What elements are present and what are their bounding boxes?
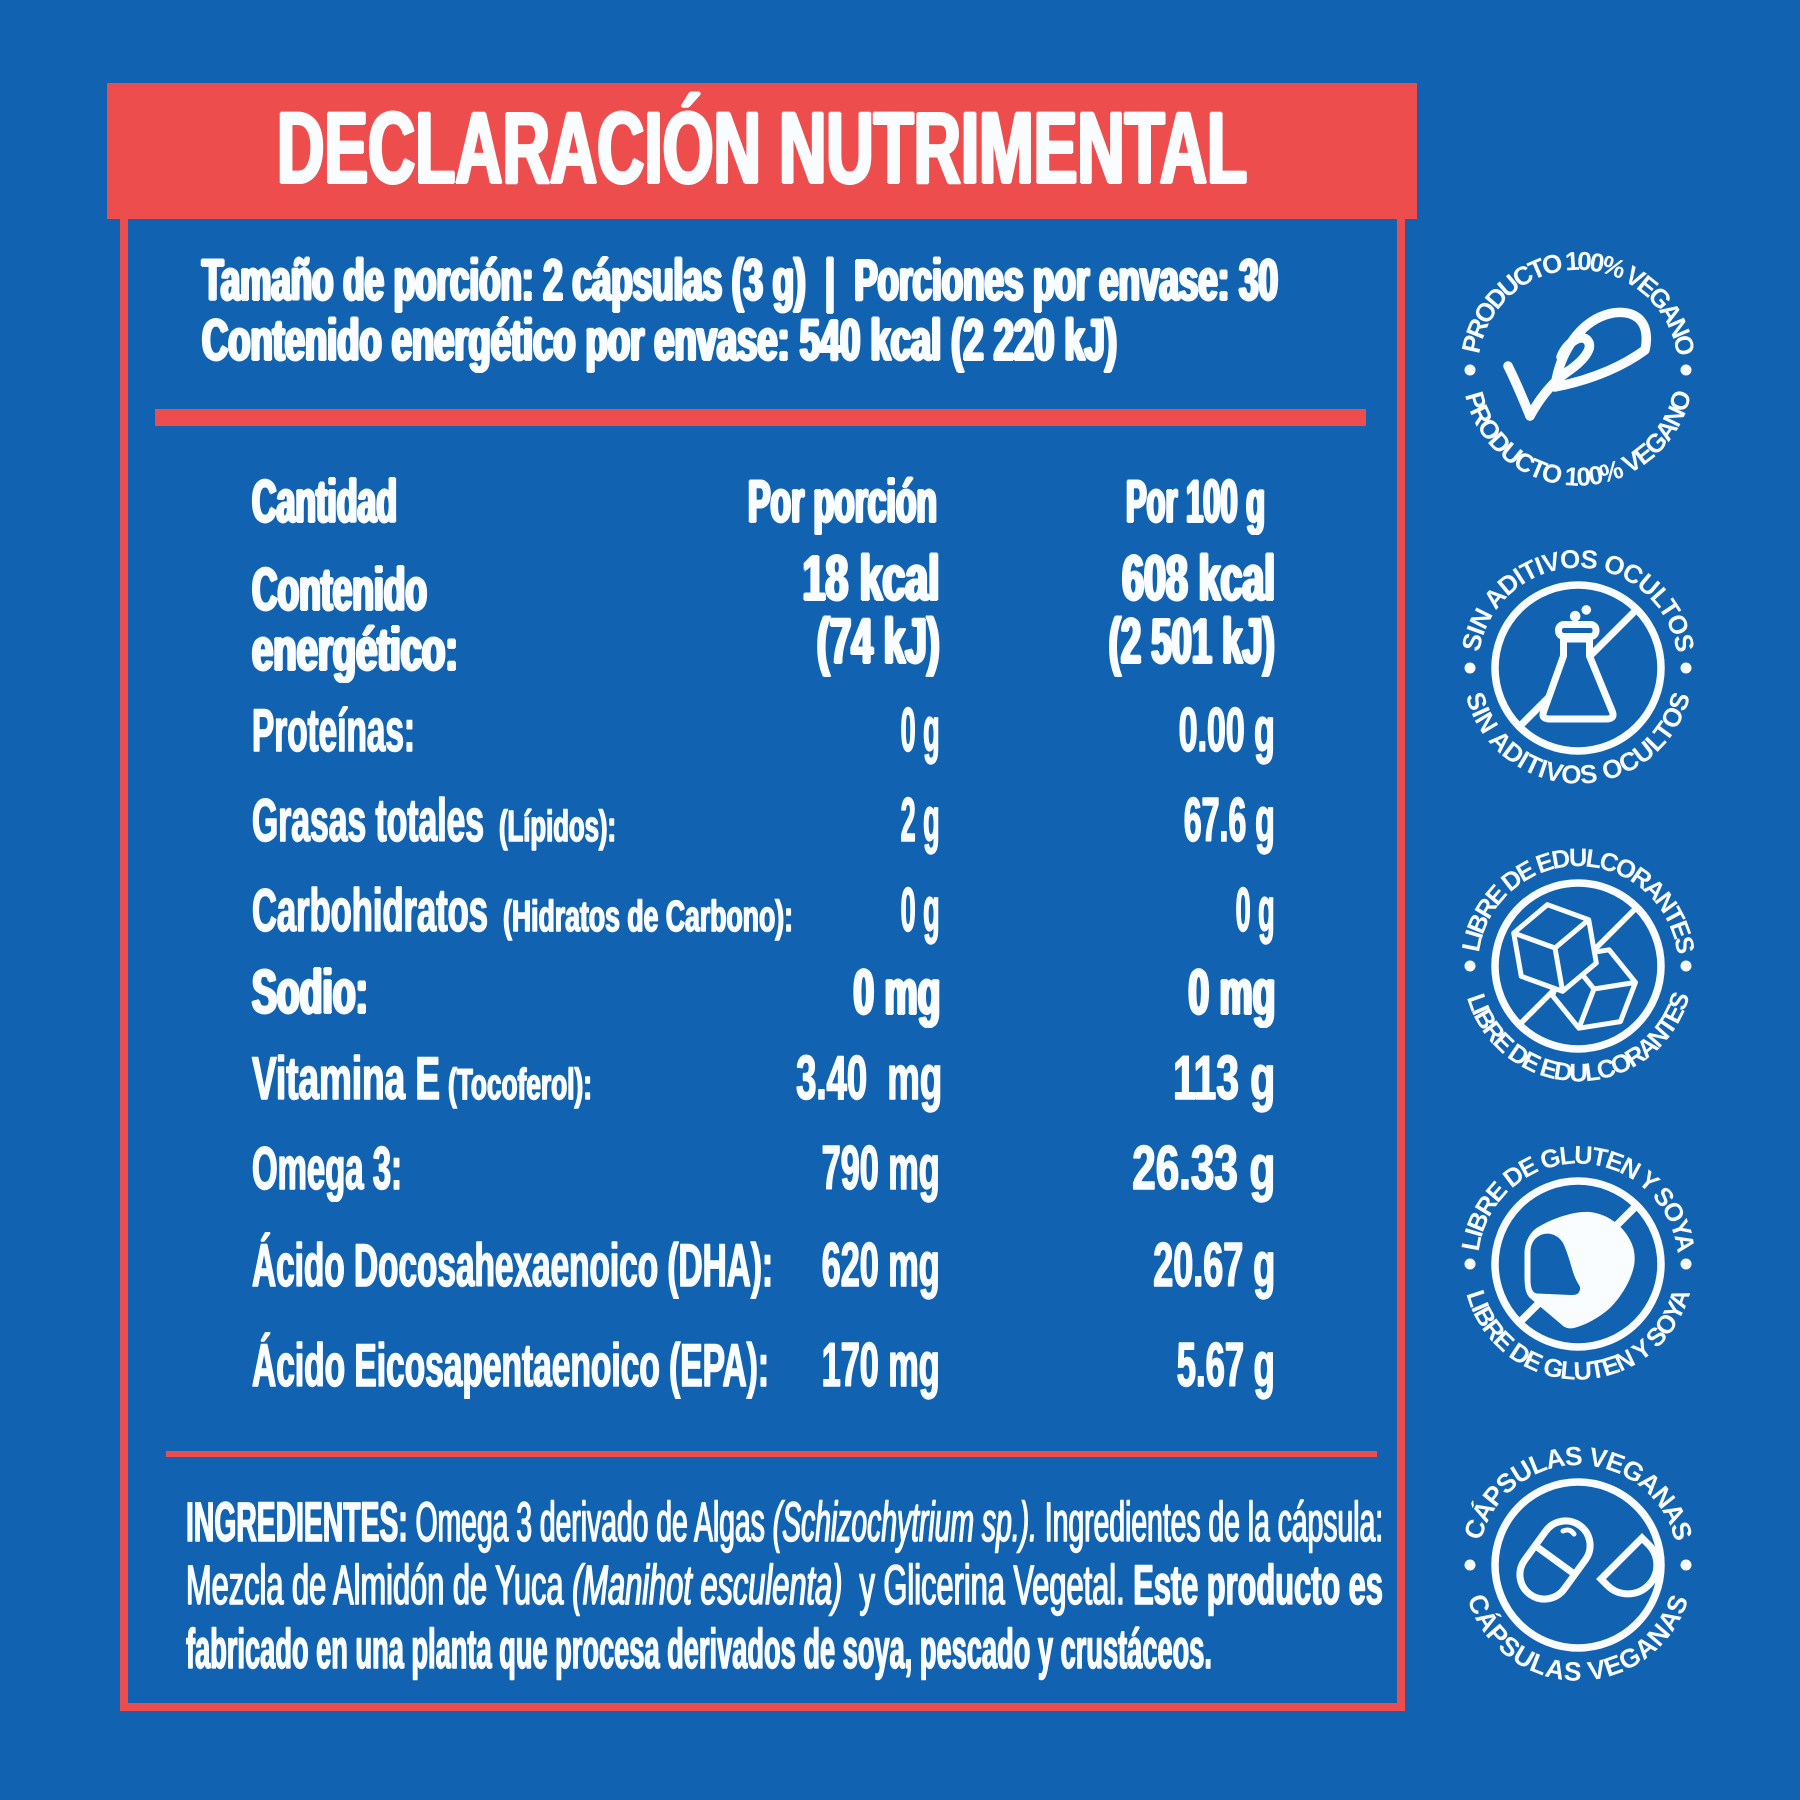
svg-text:CÁPSULAS VEGANAS: CÁPSULAS VEGANAS <box>1461 1590 1694 1687</box>
svg-text:PRODUCTO 100% VEGANO: PRODUCTO 100% VEGANO <box>1459 387 1697 492</box>
